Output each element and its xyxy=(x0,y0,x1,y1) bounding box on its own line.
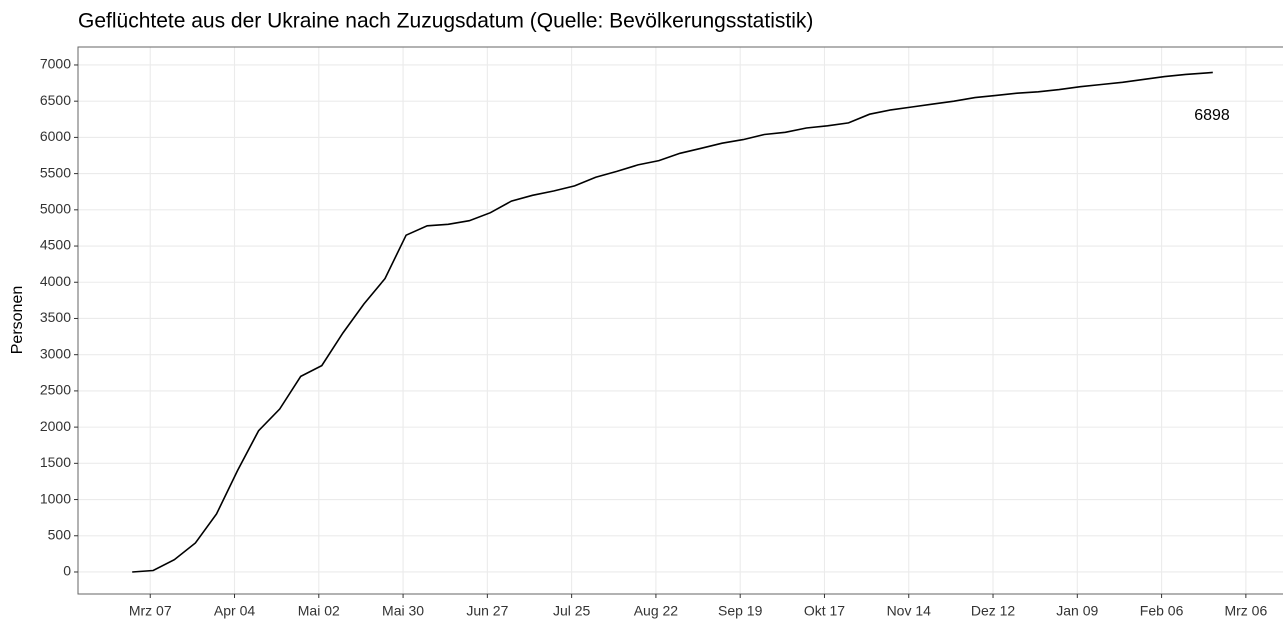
y-tick-label: 7000 xyxy=(40,56,71,72)
x-tick-label: Apr 04 xyxy=(214,603,255,619)
x-tick-label: Feb 06 xyxy=(1140,603,1184,619)
x-tick-label: Mai 02 xyxy=(298,603,340,619)
y-tick-label: 6000 xyxy=(40,128,71,144)
y-tick-label: 3500 xyxy=(40,309,71,325)
y-tick-label: 2000 xyxy=(40,418,71,434)
y-axis-label: Personen xyxy=(9,286,26,355)
y-tick-label: 4000 xyxy=(40,273,71,289)
x-tick-label: Mrz 07 xyxy=(129,603,172,619)
x-tick-label: Okt 17 xyxy=(804,603,845,619)
y-tick-label: 1500 xyxy=(40,454,71,470)
y-tick-label: 1000 xyxy=(40,490,71,506)
x-tick-label: Mai 30 xyxy=(382,603,424,619)
x-tick-label: Nov 14 xyxy=(887,603,932,619)
y-tick-label: 4500 xyxy=(40,237,71,253)
y-tick-label: 500 xyxy=(48,526,72,542)
x-tick-label: Mrz 06 xyxy=(1224,603,1267,619)
chart-title: Geflüchtete aus der Ukraine nach Zuzugsd… xyxy=(78,10,813,33)
y-tick-label: 3000 xyxy=(40,345,71,361)
annotation: 6898 xyxy=(1194,107,1230,124)
line xyxy=(132,71,1213,573)
panel-border xyxy=(77,46,1283,595)
x-tick-label: Dez 12 xyxy=(971,603,1016,619)
y-tick-label: 0 xyxy=(63,563,71,579)
y-tick-label: 5500 xyxy=(40,164,71,180)
x-tick-label: Jul 25 xyxy=(553,603,591,619)
x-tick-label: Jun 27 xyxy=(466,603,508,619)
x-tick-label: Aug 22 xyxy=(634,603,679,619)
y-tick-label: 6500 xyxy=(40,92,71,108)
y-tick-label: 5000 xyxy=(40,201,71,217)
x-tick-label: Sep 19 xyxy=(718,603,763,619)
y-tick-label: 2500 xyxy=(40,382,71,398)
x-tick-label: Jan 09 xyxy=(1056,603,1098,619)
